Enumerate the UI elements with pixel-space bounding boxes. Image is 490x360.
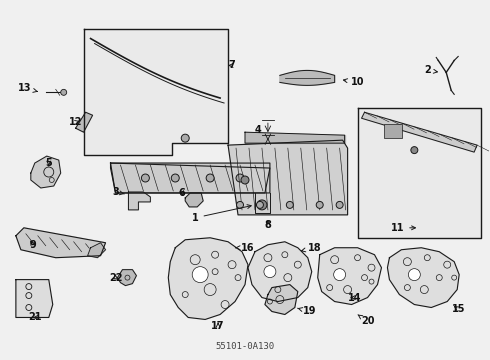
Circle shape (192, 267, 208, 283)
Text: 2: 2 (424, 66, 438, 76)
Text: 11: 11 (391, 223, 416, 233)
Polygon shape (255, 193, 270, 213)
Circle shape (241, 176, 249, 184)
Text: 17: 17 (211, 321, 225, 332)
Circle shape (236, 174, 244, 182)
Text: 20: 20 (358, 315, 374, 327)
Circle shape (237, 201, 244, 208)
Polygon shape (280, 71, 335, 85)
Polygon shape (118, 270, 136, 285)
Text: 5: 5 (46, 158, 52, 168)
Circle shape (264, 266, 276, 278)
Polygon shape (88, 243, 105, 258)
Polygon shape (228, 140, 347, 215)
Polygon shape (318, 248, 382, 305)
Text: 10: 10 (343, 77, 364, 87)
Polygon shape (362, 112, 477, 152)
Text: 55101-0A130: 55101-0A130 (216, 342, 274, 351)
Circle shape (316, 201, 323, 208)
Circle shape (408, 269, 420, 280)
Bar (385, 124, 402, 138)
Polygon shape (388, 248, 459, 307)
Text: 8: 8 (265, 220, 271, 230)
Polygon shape (31, 156, 61, 188)
Polygon shape (168, 238, 248, 319)
Polygon shape (128, 192, 150, 210)
Circle shape (256, 201, 264, 208)
Circle shape (206, 174, 214, 182)
Text: 13: 13 (18, 84, 37, 93)
Polygon shape (248, 242, 312, 302)
Circle shape (142, 174, 149, 182)
Text: 16: 16 (236, 243, 255, 253)
Polygon shape (16, 280, 53, 318)
Text: 3: 3 (112, 187, 124, 197)
Polygon shape (75, 112, 93, 132)
Circle shape (61, 89, 67, 95)
Text: 1: 1 (192, 204, 251, 223)
Text: 21: 21 (28, 312, 42, 323)
Text: 12: 12 (69, 117, 82, 127)
Text: 6: 6 (179, 188, 186, 198)
Text: 7: 7 (229, 60, 235, 71)
Text: 9: 9 (29, 240, 36, 250)
Circle shape (334, 269, 345, 280)
Polygon shape (185, 193, 203, 207)
Text: 14: 14 (348, 293, 361, 302)
Circle shape (411, 147, 418, 154)
Text: 18: 18 (301, 243, 321, 253)
Polygon shape (16, 228, 105, 258)
Circle shape (257, 200, 267, 210)
Text: 22: 22 (109, 273, 122, 283)
Circle shape (286, 201, 294, 208)
Circle shape (172, 174, 179, 182)
Polygon shape (84, 28, 228, 155)
Polygon shape (358, 108, 481, 238)
Text: 19: 19 (297, 306, 317, 316)
Text: 4: 4 (255, 125, 261, 135)
Polygon shape (265, 285, 298, 315)
Circle shape (181, 134, 189, 142)
Polygon shape (111, 163, 270, 193)
Polygon shape (245, 132, 344, 143)
Circle shape (336, 201, 343, 208)
Text: 15: 15 (452, 305, 466, 315)
